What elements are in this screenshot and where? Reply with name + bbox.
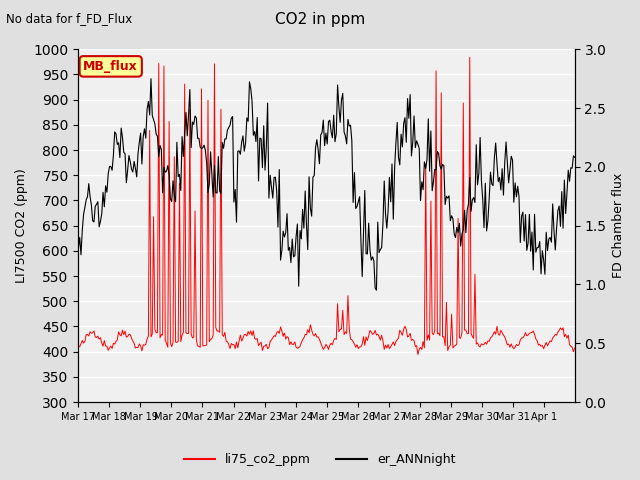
Y-axis label: FD Chamber flux: FD Chamber flux: [612, 173, 625, 278]
Text: No data for f_FD_Flux: No data for f_FD_Flux: [6, 12, 132, 25]
Y-axis label: LI7500 CO2 (ppm): LI7500 CO2 (ppm): [15, 168, 28, 283]
Text: MB_flux: MB_flux: [83, 60, 138, 73]
Legend: li75_co2_ppm, er_ANNnight: li75_co2_ppm, er_ANNnight: [179, 448, 461, 471]
Text: CO2 in ppm: CO2 in ppm: [275, 12, 365, 27]
